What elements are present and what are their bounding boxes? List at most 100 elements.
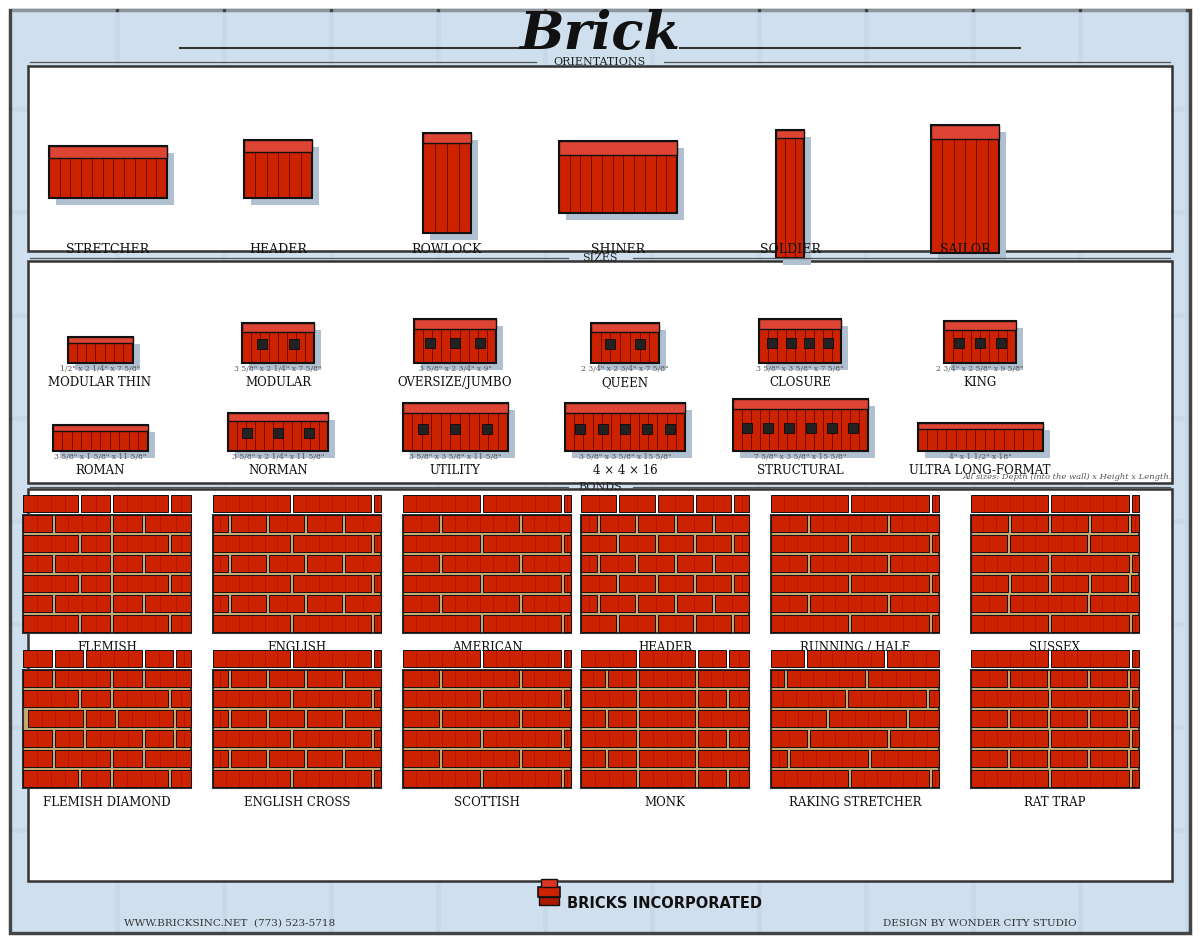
Text: HEADER: HEADER [638, 641, 692, 654]
Bar [346, 709, 380, 726]
Bar [974, 420, 1078, 519]
Bar [654, 626, 757, 725]
Bar [403, 494, 480, 511]
Bar [269, 554, 305, 571]
Bar [414, 319, 496, 329]
Bar [564, 535, 571, 552]
Bar [581, 650, 636, 667]
Bar [1051, 650, 1128, 667]
Bar [1129, 670, 1139, 687]
Bar [23, 535, 78, 552]
Bar [715, 594, 749, 611]
Bar [730, 730, 749, 747]
Bar [868, 111, 971, 210]
Bar [698, 650, 726, 667]
Bar [581, 689, 636, 706]
Text: 3 5/8" x 1 5/8" x 11 5/8": 3 5/8" x 1 5/8" x 11 5/8" [54, 453, 146, 461]
Bar [425, 338, 436, 348]
Bar [23, 650, 52, 667]
Bar [113, 574, 168, 591]
Bar [581, 574, 617, 591]
Bar [971, 689, 1049, 706]
Text: ROWLOCK: ROWLOCK [412, 243, 482, 256]
Bar [214, 535, 290, 552]
Bar [12, 832, 115, 931]
Bar [581, 515, 749, 633]
Bar [484, 689, 560, 706]
Bar [547, 832, 650, 931]
Text: RUNNING / HALF: RUNNING / HALF [800, 641, 910, 654]
Bar [334, 626, 436, 725]
Bar [698, 689, 726, 706]
Bar [28, 709, 83, 726]
Bar [608, 709, 636, 726]
Bar [974, 317, 1078, 416]
Text: HEADER: HEADER [250, 243, 307, 256]
Bar [214, 574, 290, 591]
Bar [996, 339, 1007, 348]
Bar [1129, 750, 1139, 767]
Bar [119, 420, 222, 519]
Text: 7 5/8" x 3 5/8" x 15 5/8": 7 5/8" x 3 5/8" x 15 5/8" [754, 453, 846, 461]
Bar [86, 650, 142, 667]
Bar [113, 535, 168, 552]
Bar [440, 8, 542, 107]
Bar [144, 554, 191, 571]
Bar [772, 494, 848, 511]
Bar [592, 323, 659, 332]
Bar [890, 554, 940, 571]
Bar [49, 146, 167, 158]
Bar [619, 615, 654, 632]
Bar [442, 554, 518, 571]
Bar [214, 515, 382, 633]
Bar [484, 650, 560, 667]
Bar [293, 494, 371, 511]
Bar [581, 709, 605, 726]
Text: 3 5/8" x 3 5/8" x 7 5/8": 3 5/8" x 3 5/8" x 7 5/8" [756, 365, 844, 373]
Bar [1010, 515, 1048, 532]
Bar [600, 554, 636, 571]
Bar [403, 650, 480, 667]
Bar [772, 535, 848, 552]
Bar [440, 523, 542, 622]
Text: SHINER: SHINER [590, 243, 646, 256]
Text: STRUCTURAL: STRUCTURAL [757, 464, 844, 477]
Bar [887, 650, 940, 667]
Bar [450, 424, 460, 434]
Bar [547, 523, 650, 622]
Bar [810, 594, 887, 611]
Text: ENGLISH CROSS: ENGLISH CROSS [244, 796, 350, 809]
Text: OVERSIZE/JUMBO: OVERSIZE/JUMBO [397, 376, 512, 389]
Bar [1082, 420, 1186, 519]
Bar [658, 494, 692, 511]
Text: STRETCHER: STRETCHER [66, 243, 150, 256]
Bar [475, 338, 485, 348]
Bar [442, 515, 518, 532]
Text: RAKING STRETCHER: RAKING STRETCHER [788, 796, 922, 809]
Bar [784, 137, 811, 265]
Bar [761, 523, 864, 622]
Bar [734, 494, 749, 511]
Bar [82, 689, 110, 706]
Bar [484, 494, 560, 511]
Text: 4" x 1 1/2" x 18": 4" x 1 1/2" x 18" [949, 453, 1012, 461]
Bar [346, 594, 380, 611]
Bar [334, 214, 436, 313]
Bar [373, 535, 382, 552]
Bar [598, 330, 666, 370]
Bar [772, 615, 848, 632]
Bar [307, 709, 342, 726]
Bar [772, 515, 940, 633]
Bar [547, 317, 650, 416]
Bar [868, 832, 971, 931]
Bar [1051, 615, 1128, 632]
Bar [772, 515, 806, 532]
Bar [715, 515, 749, 532]
Text: 4 × 4 × 16: 4 × 4 × 16 [593, 464, 658, 477]
Text: BONDS: BONDS [578, 482, 622, 492]
Bar [442, 670, 518, 687]
Bar [119, 111, 222, 210]
Bar [715, 554, 749, 571]
Bar [230, 594, 266, 611]
Bar [890, 730, 940, 747]
